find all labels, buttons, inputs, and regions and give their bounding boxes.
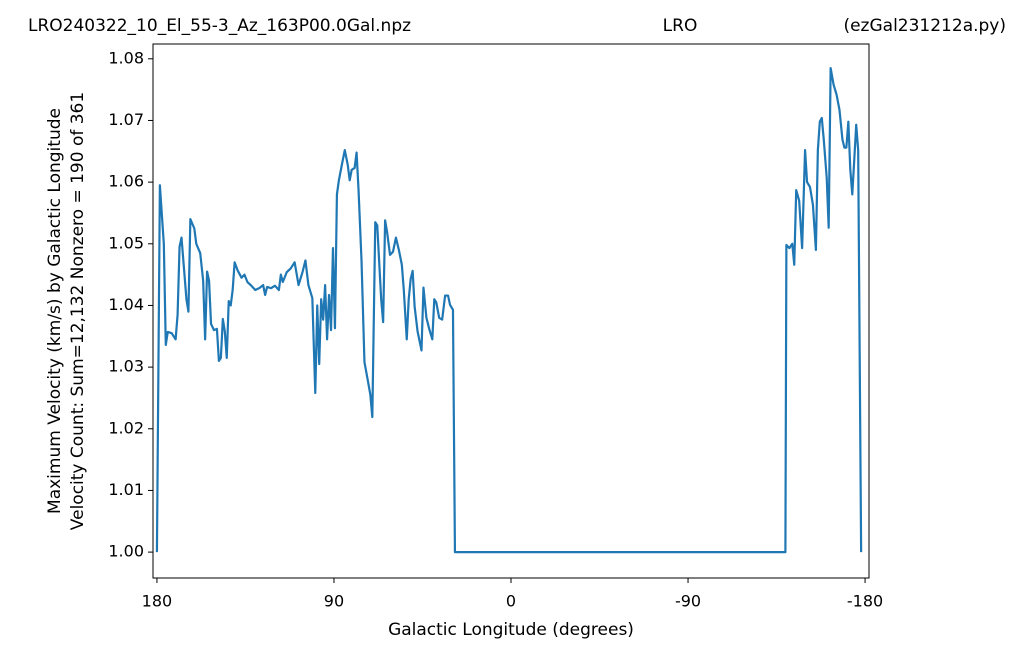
x-tick-label: -90 [675,592,701,611]
y-axis-label: Velocity Count: Sum=12,132 Nonzero = 190… [68,92,88,530]
y-tick-label: 1.07 [108,110,144,129]
x-tick-label: 90 [324,592,344,611]
y-tick-label: 1.03 [108,357,144,376]
x-tick-label: 0 [506,592,516,611]
y-tick-label: 1.01 [108,480,144,499]
chart-title: (ezGal231212a.py) [843,16,1006,36]
x-tick-label: 180 [142,592,173,611]
y-tick-label: 1.02 [108,418,144,437]
x-tick-label: -180 [847,592,883,611]
y-tick-label: 1.05 [108,233,144,252]
y-tick-label: 1.06 [108,172,144,191]
y-tick-label: 1.00 [108,542,144,561]
y-axis-label: Maximum Velocity (km/s) by Galactic Long… [45,108,65,514]
chart-title: LRO240322_10_El_55-3_Az_163P00.0Gal.npz [28,16,411,36]
chart-title: LRO [663,16,698,36]
y-tick-label: 1.04 [108,295,144,314]
x-axis-label: Galactic Longitude (degrees) [388,620,634,640]
y-tick-label: 1.08 [108,48,144,67]
plot-frame [152,43,870,579]
data-line [155,66,863,554]
